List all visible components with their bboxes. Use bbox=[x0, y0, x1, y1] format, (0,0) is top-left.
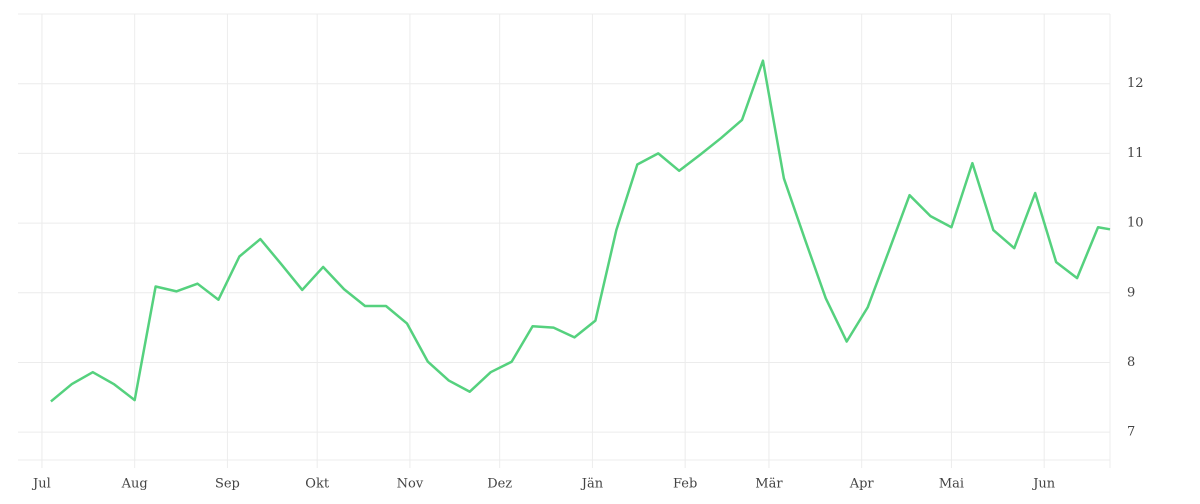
y-tick-label: 12 bbox=[1127, 76, 1144, 91]
x-tick-label: Okt bbox=[305, 477, 330, 492]
x-tick-label: Aug bbox=[121, 477, 148, 492]
x-tick-label: Mai bbox=[939, 477, 964, 492]
y-tick-label: 9 bbox=[1127, 285, 1135, 300]
y-tick-label: 10 bbox=[1127, 216, 1144, 231]
x-tick-label: Nov bbox=[397, 477, 424, 492]
x-tick-label: Jän bbox=[580, 477, 604, 492]
x-tick-label: Jun bbox=[1031, 477, 1056, 492]
x-tick-label: Dez bbox=[487, 477, 512, 492]
x-tick-label: Sep bbox=[215, 477, 240, 492]
line bbox=[50, 59, 1111, 403]
x-tick-label: Mär bbox=[755, 477, 783, 492]
y-tick-label: 7 bbox=[1127, 425, 1135, 440]
x-tick-label: Jul bbox=[31, 477, 51, 492]
x-tick-label: Apr bbox=[849, 477, 875, 492]
x-tick-label: Feb bbox=[673, 477, 697, 492]
y-tick-label: 8 bbox=[1127, 355, 1135, 370]
y-tick-label: 11 bbox=[1127, 146, 1144, 161]
